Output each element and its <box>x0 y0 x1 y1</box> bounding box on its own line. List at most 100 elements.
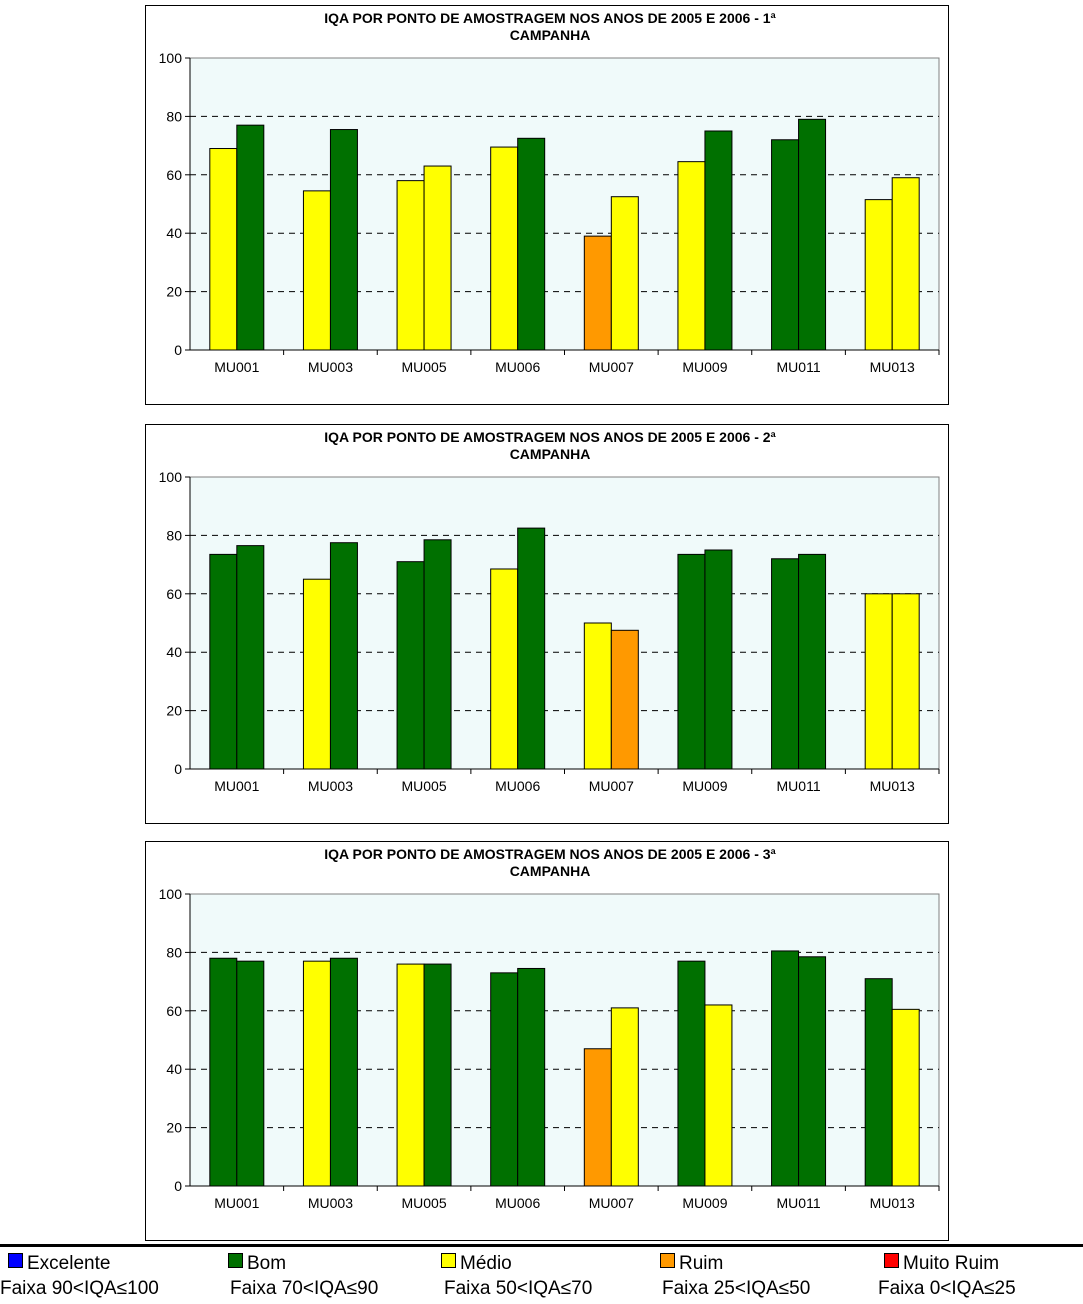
chart-title-line2: CAMPANHA <box>510 863 591 879</box>
legend-swatch-excelente-icon <box>8 1253 23 1268</box>
bar-mu005-2 <box>423 539 452 770</box>
x-tick-label: MU011 <box>777 1195 821 1211</box>
bar-mu001-1 <box>209 553 238 770</box>
legend-item-ruim: Ruim <box>660 1253 723 1275</box>
legend-swatch-ruim-icon <box>660 1253 675 1268</box>
bar-mu011-2 <box>798 956 827 1187</box>
y-tick-label: 80 <box>166 944 182 960</box>
x-tick-label: MU006 <box>495 359 540 375</box>
bar-mu006-1 <box>490 146 519 351</box>
x-tick-label: MU007 <box>589 778 634 794</box>
x-tick-label: MU013 <box>870 1195 915 1211</box>
bar-mu003-2 <box>329 957 358 1187</box>
bar-mu005-1 <box>396 561 425 770</box>
bar-mu003-2 <box>329 129 358 351</box>
bar-mu013-2 <box>891 177 920 351</box>
bar-mu003-1 <box>302 190 331 351</box>
x-tick-label: MU013 <box>870 359 915 375</box>
bar-mu007-2 <box>610 629 639 770</box>
x-tick-label: MU005 <box>401 359 446 375</box>
bar-mu013-1 <box>864 593 893 770</box>
y-tick-label: 20 <box>166 1120 182 1136</box>
plot-area <box>189 476 940 770</box>
chart-title-line2: CAMPANHA <box>510 27 591 43</box>
chart-panel-2: IQA POR PONTO DE AMOSTRAGEM NOS ANOS DE … <box>145 424 949 824</box>
x-tick-label: MU007 <box>589 359 634 375</box>
chart-panel-3: IQA POR PONTO DE AMOSTRAGEM NOS ANOS DE … <box>145 841 949 1241</box>
bar-mu009-1 <box>677 553 706 770</box>
y-tick-label: 60 <box>166 586 182 602</box>
chart-title-line1: IQA POR PONTO DE AMOSTRAGEM NOS ANOS DE … <box>324 10 776 26</box>
legend-range-medio: Faixa 50<IQA≤70 <box>444 1278 593 1299</box>
legend-range-bom: Faixa 70<IQA≤90 <box>230 1278 379 1299</box>
x-tick-label: MU011 <box>777 778 821 794</box>
plot-area <box>189 893 940 1187</box>
bar-mu013-2 <box>891 1008 920 1187</box>
y-tick-label: 100 <box>159 50 183 66</box>
bar-mu011-1 <box>771 139 800 351</box>
legend-label: Médio <box>460 1253 512 1274</box>
bar-mu009-1 <box>677 161 706 351</box>
legend-item-excelente: Excelente <box>8 1253 110 1275</box>
y-tick-label: 0 <box>174 1178 182 1194</box>
legend-range-muito-ruim: Faixa 0<IQA≤25 <box>878 1278 1016 1299</box>
legend-label: Muito Ruim <box>903 1253 1000 1274</box>
x-tick-label: MU005 <box>401 1195 446 1211</box>
bar-mu009-2 <box>704 1004 733 1187</box>
bar-mu003-2 <box>329 542 358 770</box>
x-tick-label: MU007 <box>589 1195 634 1211</box>
chart-title-line1: IQA POR PONTO DE AMOSTRAGEM NOS ANOS DE … <box>324 429 776 445</box>
bar-mu005-2 <box>423 165 452 351</box>
legend-label: Excelente <box>27 1253 111 1274</box>
bar-mu007-2 <box>610 1007 639 1187</box>
y-tick-label: 60 <box>166 1003 182 1019</box>
x-tick-label: MU013 <box>870 778 915 794</box>
x-tick-label: MU009 <box>682 359 727 375</box>
bar-mu006-2 <box>517 527 546 770</box>
bar-mu001-2 <box>236 960 265 1187</box>
bar-mu003-1 <box>302 578 331 770</box>
bar-mu009-1 <box>677 960 706 1187</box>
chart-title-line1: IQA POR PONTO DE AMOSTRAGEM NOS ANOS DE … <box>324 846 776 862</box>
legend-swatch-muito-ruim-icon <box>884 1253 899 1268</box>
x-tick-label: MU001 <box>214 359 259 375</box>
bar-mu013-1 <box>864 199 893 351</box>
bar-mu001-2 <box>236 124 265 351</box>
x-tick-label: MU006 <box>495 1195 540 1211</box>
bar-mu001-1 <box>209 957 238 1187</box>
y-tick-label: 0 <box>174 342 182 358</box>
y-tick-label: 0 <box>174 761 182 777</box>
bar-mu003-1 <box>302 960 331 1187</box>
y-tick-label: 40 <box>166 225 182 241</box>
y-tick-label: 60 <box>166 167 182 183</box>
bar-mu001-1 <box>209 148 238 351</box>
bar-mu009-2 <box>704 130 733 351</box>
y-tick-label: 80 <box>166 527 182 543</box>
bar-mu006-1 <box>490 568 519 770</box>
bar-mu007-1 <box>583 1048 612 1187</box>
legend-swatch-medio-icon <box>441 1253 456 1268</box>
x-tick-label: MU003 <box>308 1195 353 1211</box>
y-tick-label: 40 <box>166 1061 182 1077</box>
bar-mu007-1 <box>583 622 612 770</box>
bar-mu005-1 <box>396 963 425 1187</box>
x-tick-label: MU001 <box>214 778 259 794</box>
x-tick-label: MU009 <box>682 1195 727 1211</box>
y-tick-label: 40 <box>166 644 182 660</box>
chart-title-line2: CAMPANHA <box>510 446 591 462</box>
x-tick-label: MU011 <box>777 359 821 375</box>
bar-mu007-1 <box>583 235 612 351</box>
legend: Excelente Bom Médio Ruim Muito Ruim Faix… <box>0 1244 1083 1304</box>
bar-mu006-2 <box>517 967 546 1187</box>
chart-2: IQA POR PONTO DE AMOSTRAGEM NOS ANOS DE … <box>159 429 940 794</box>
x-tick-label: MU005 <box>401 778 446 794</box>
y-tick-label: 20 <box>166 703 182 719</box>
bar-mu007-2 <box>610 196 639 351</box>
bar-mu011-2 <box>798 118 827 351</box>
x-tick-label: MU001 <box>214 1195 259 1211</box>
x-tick-label: MU009 <box>682 778 727 794</box>
y-tick-label: 100 <box>159 469 183 485</box>
bar-mu009-2 <box>704 549 733 770</box>
legend-label: Bom <box>247 1253 287 1274</box>
x-tick-label: MU003 <box>308 359 353 375</box>
